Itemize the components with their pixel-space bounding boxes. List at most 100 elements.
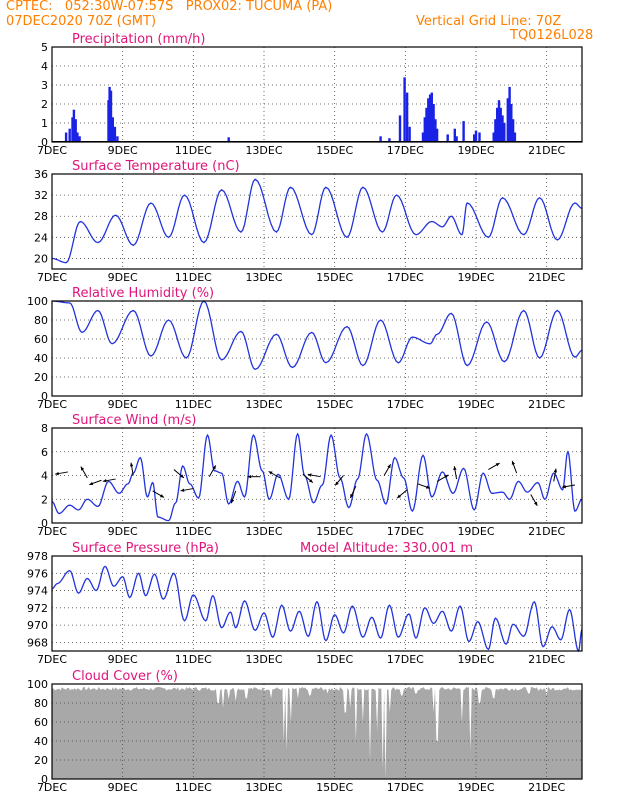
x-tick-label: 13DEC (245, 653, 282, 666)
wind-vector-head (335, 481, 339, 486)
precip-bar (453, 128, 456, 142)
precip-bar (503, 123, 506, 142)
precip-bar (408, 126, 411, 142)
x-tick-label: 19DEC (457, 525, 494, 538)
wind-vector-head (180, 488, 185, 492)
precip-bar (508, 86, 511, 142)
x-tick-label: 13DEC (245, 271, 282, 284)
precip-bar (499, 107, 502, 142)
x-tick-label: 13DEC (245, 398, 282, 411)
wind-vector-head (55, 471, 59, 476)
y-tick-label: 60 (34, 716, 48, 729)
precip-bar (116, 136, 119, 142)
x-tick-label: 15DEC (316, 271, 353, 284)
x-tick-label: 19DEC (457, 144, 494, 157)
x-tick-label: 15DEC (316, 398, 353, 411)
precip-bar (72, 109, 76, 142)
series-line (51, 178, 583, 264)
precip-bar (388, 138, 391, 142)
y-tick-label: 20 (34, 754, 48, 767)
y-tick-label: 20 (34, 371, 48, 384)
precip-bar (74, 119, 77, 142)
x-tick-label: 9DEC (108, 144, 138, 157)
wind-vector-head (511, 460, 516, 465)
y-tick-label: 1 (41, 117, 48, 130)
x-tick-label: 15DEC (316, 525, 353, 538)
series-line (51, 300, 583, 371)
y-tick-label: 0 (41, 136, 48, 149)
precip-bar (432, 104, 435, 142)
wind-vector-head (562, 484, 566, 489)
x-tick-label: 7DEC (37, 271, 67, 284)
x-tick-label: 17DEC (387, 525, 424, 538)
y-tick-label: 5 (41, 41, 48, 54)
y-tick-label: 2 (41, 493, 48, 506)
precip-bar (108, 86, 111, 142)
y-tick-label: 970 (27, 619, 48, 632)
y-tick-label: 36 (34, 168, 48, 181)
x-tick-label: 9DEC (108, 781, 138, 794)
plot-frame (51, 555, 583, 652)
precip-bar (492, 132, 495, 142)
cloud-cover-area (52, 686, 582, 779)
pressure-chart: 968 970 972 974 976 978 7DEC 9DEC 11DEC 13DEC 15DE… (27, 541, 583, 666)
precip-bar (455, 136, 458, 142)
x-tick-label: 7DEC (37, 398, 67, 411)
chart-title: Cloud Cover (%) (72, 669, 178, 684)
y-tick-label: 100 (27, 678, 48, 691)
y-tick-label: 0 (41, 517, 48, 530)
y-tick-label: 972 (27, 602, 48, 615)
precip-bar (111, 117, 114, 142)
precip-bar (113, 126, 117, 142)
x-tick-label: 13DEC (245, 781, 282, 794)
precip-bar (428, 94, 432, 142)
x-tick-label: 19DEC (457, 781, 494, 794)
x-tick-label: 19DEC (457, 653, 494, 666)
y-tick-label: 974 (27, 585, 48, 598)
precip-bar (425, 107, 428, 142)
precip-bar (398, 115, 402, 142)
wind-vector-head (102, 478, 107, 483)
precip-bar (427, 98, 430, 142)
series-line (51, 565, 583, 653)
y-tick-label: 0 (41, 390, 48, 403)
precip-bar (64, 132, 68, 142)
y-tick-label: 40 (34, 352, 48, 365)
wind-vector-head (230, 499, 235, 504)
precip-bar (423, 117, 426, 142)
precip-bar (511, 119, 515, 142)
wind-vector-head (453, 466, 457, 471)
y-tick-label: 32 (34, 189, 48, 202)
x-tick-label: 13DEC (245, 525, 282, 538)
wind-vector-head (89, 481, 94, 486)
y-tick-label: 4 (41, 470, 48, 483)
y-tick-label: 28 (34, 210, 48, 223)
x-tick-label: 19DEC (457, 271, 494, 284)
precip-bar (405, 92, 409, 142)
header-code: TQ0126L028 (510, 28, 594, 43)
wind-vector-head (553, 468, 558, 473)
y-tick-label: 6 (41, 446, 48, 459)
x-tick-label: 7DEC (37, 653, 67, 666)
chart-title: Surface Temperature (nC) (72, 159, 240, 174)
x-tick-label: 11DEC (175, 271, 212, 284)
series-line (51, 432, 583, 522)
precip-bar (109, 90, 113, 142)
precip-bar (513, 132, 517, 142)
y-tick-label: 0 (41, 773, 48, 786)
y-tick-label: 978 (27, 550, 48, 563)
x-tick-label: 11DEC (175, 144, 212, 157)
header-station-line: CPTEC: 052:30W-07:57S PROX02: TUCUMA (PA… (6, 0, 333, 14)
x-tick-label: 17DEC (387, 653, 424, 666)
y-tick-label: 968 (27, 636, 48, 649)
x-tick-label: 11DEC (175, 781, 212, 794)
x-tick-label: 9DEC (108, 271, 138, 284)
precip-bar (68, 128, 71, 142)
precip-bar (78, 136, 81, 142)
x-tick-label: 11DEC (175, 398, 212, 411)
precip-bar (510, 104, 513, 142)
x-tick-label: 11DEC (175, 653, 212, 666)
wind-vector-head (533, 501, 538, 506)
x-tick-label: 21DEC (528, 271, 565, 284)
wind-vector-head (308, 479, 313, 483)
